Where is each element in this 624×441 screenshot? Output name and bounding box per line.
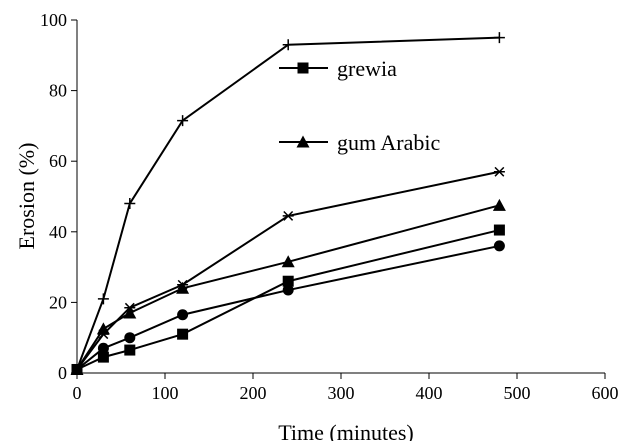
y-tick-label: 20: [49, 292, 67, 312]
legend-label: gum Arabic: [337, 130, 440, 155]
series-line: [76, 36, 500, 370]
data-point: [493, 240, 505, 252]
data-point: [493, 32, 505, 44]
data-point: [97, 342, 109, 354]
data-point: [493, 224, 505, 236]
data-point: [282, 39, 294, 51]
y-tick-label: 40: [49, 222, 67, 242]
series-unnamed-4: [71, 166, 505, 375]
data-point: [282, 210, 294, 221]
y-tick-label: 100: [40, 10, 67, 30]
x-tick-label: 100: [152, 383, 179, 403]
data-point: [177, 279, 189, 290]
data-point: [176, 281, 190, 294]
x-tick-label: 600: [592, 383, 619, 403]
data-point: [124, 332, 136, 344]
x-axis-label: Time (minutes): [278, 420, 413, 441]
legend-item: gum Arabic: [279, 130, 440, 155]
data-point: [177, 328, 189, 340]
data-point: [281, 255, 295, 268]
x-tick-label: 500: [504, 383, 531, 403]
data-point: [492, 198, 506, 211]
x-tick-label: 0: [73, 383, 82, 403]
y-axis-label: Erosion (%): [14, 143, 39, 250]
series-line: [76, 204, 500, 371]
series-unnamed-3: [71, 32, 505, 375]
series-line: [76, 170, 500, 371]
x-tick-label: 200: [240, 383, 267, 403]
legend-label: grewia: [337, 56, 397, 81]
data-point: [71, 363, 83, 375]
series-group: [70, 32, 506, 375]
data-point: [282, 284, 294, 296]
legend: grewia gum Arabic: [279, 56, 440, 155]
y-tick-label: 60: [49, 151, 67, 171]
legend-item: grewia: [279, 56, 397, 81]
series-line: [76, 229, 500, 371]
data-point: [124, 198, 136, 210]
y-tick-label: 80: [49, 81, 67, 101]
data-point: [124, 302, 136, 313]
x-tick-label: 400: [416, 383, 443, 403]
y-tick-label: 0: [58, 363, 67, 383]
series-unnamed-5: [71, 240, 505, 375]
series-grewia: [71, 224, 505, 375]
data-point: [177, 115, 189, 127]
data-point: [97, 351, 109, 363]
series-line: [76, 244, 500, 371]
data-point: [124, 344, 136, 356]
x-tick-label: 300: [328, 383, 355, 403]
legend-marker: [296, 135, 310, 148]
data-point: [282, 275, 294, 287]
axes: 0 20 40 60 80 100 0 100 200 300 400 500 600: [40, 10, 619, 403]
legend-marker: [297, 62, 309, 74]
data-point: [97, 293, 109, 305]
data-point: [97, 329, 109, 340]
data-point: [177, 309, 189, 321]
data-point: [123, 306, 137, 319]
data-point: [493, 166, 505, 177]
